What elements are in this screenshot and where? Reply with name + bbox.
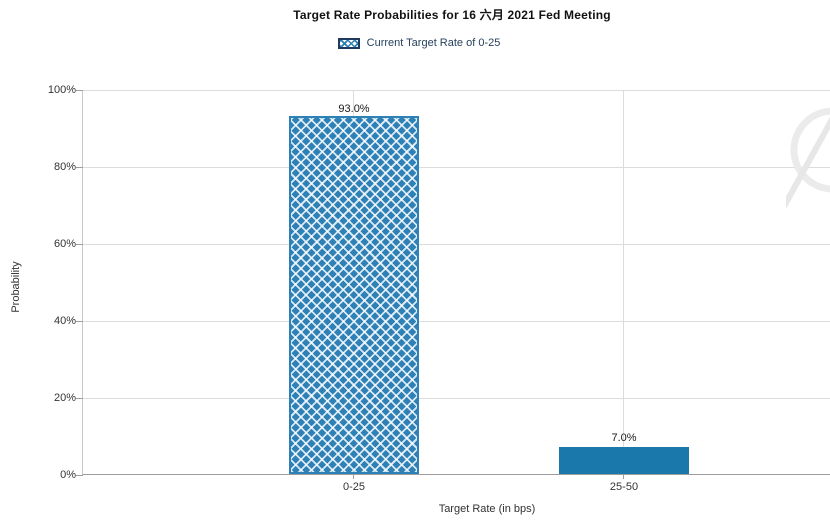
y-axis-title: Probability bbox=[10, 261, 22, 313]
x-axis-title: Target Rate (in bps) bbox=[438, 503, 536, 515]
xtick-mark bbox=[353, 475, 354, 479]
xcat-label-0-25: 0-25 bbox=[342, 481, 366, 493]
ytick-40: 40% bbox=[53, 315, 76, 327]
ytick-80: 80% bbox=[53, 161, 76, 173]
ytick-100: 100% bbox=[47, 84, 76, 96]
ytick-0: 0% bbox=[60, 469, 76, 481]
legend-label: Current Target Rate of 0-25 bbox=[366, 37, 501, 49]
ytick-mark bbox=[76, 244, 83, 245]
gridline-60 bbox=[83, 244, 830, 245]
bar-0-25: 93.0% bbox=[289, 103, 419, 474]
bar-value-label: 7.0% bbox=[611, 432, 637, 444]
bar-25-50: 7.0% bbox=[559, 432, 689, 474]
ytick-mark bbox=[76, 167, 83, 168]
gridline-100 bbox=[83, 90, 830, 91]
chart-title: Target Rate Probabilities for 16 六月 2021… bbox=[293, 8, 611, 22]
ytick-20: 20% bbox=[53, 392, 76, 404]
ytick-mark bbox=[76, 321, 83, 322]
plot-area: 93.0% 7.0% 0-25 25-50 bbox=[76, 90, 830, 493]
legend-crosshatch-swatch-icon bbox=[337, 37, 360, 49]
gridline-80 bbox=[83, 167, 830, 168]
ytick-mark bbox=[76, 90, 83, 91]
bar-value-label: 93.0% bbox=[338, 103, 370, 115]
xcat-label-25-50: 25-50 bbox=[609, 481, 639, 493]
gridline-cat-2 bbox=[623, 90, 624, 474]
xtick-mark bbox=[623, 475, 624, 479]
ytick-mark bbox=[76, 398, 83, 399]
ytick-60: 60% bbox=[53, 238, 76, 250]
gridline-40 bbox=[83, 321, 830, 322]
legend: Current Target Rate of 0-25 bbox=[8, 37, 830, 49]
gridline-20 bbox=[83, 398, 830, 399]
ytick-mark bbox=[76, 475, 83, 476]
